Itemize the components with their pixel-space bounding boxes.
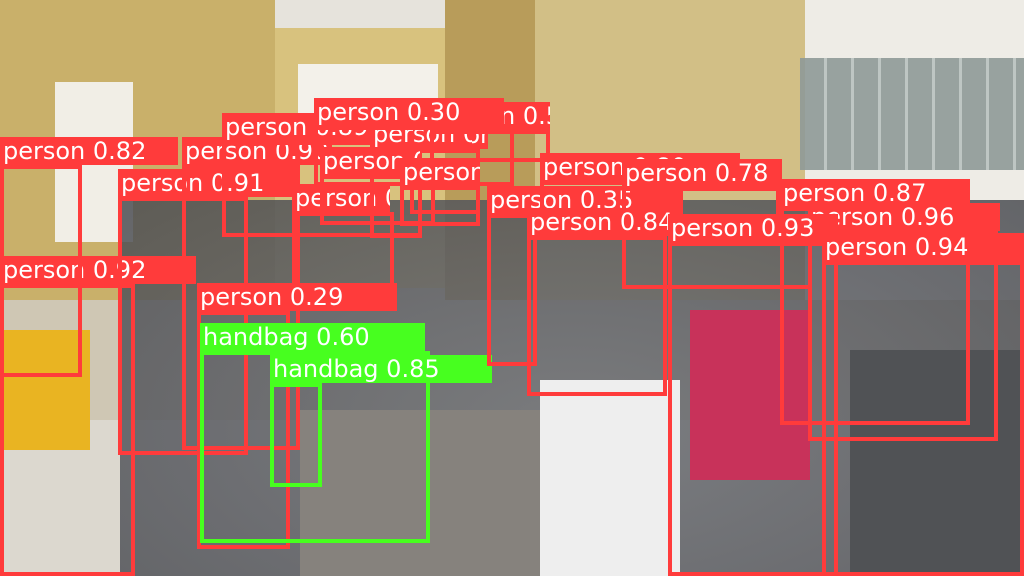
pink-shirt-person [690, 310, 810, 480]
person-bounding-box [0, 165, 82, 377]
person-detection-label: person 0.30 [314, 98, 504, 126]
person-detection-label: person 0.91 [118, 169, 300, 197]
person-bounding-box [320, 175, 435, 225]
person-detection-label: person 0.82 [0, 137, 178, 165]
person-bounding-box [487, 214, 537, 366]
person-detection-label: person 0.87 [780, 179, 970, 207]
person-bounding-box [400, 186, 480, 226]
white-shirt-person [540, 380, 680, 576]
person-bounding-box [527, 236, 667, 396]
person-detection-label: person 0.84 [527, 208, 672, 236]
person-bounding-box [822, 261, 1024, 576]
person-bounding-box [197, 311, 290, 549]
person-detection-label: person 0.78 [622, 159, 782, 187]
handbag-detection-label: handbag 0.85 [270, 355, 492, 383]
yellow-shirt-person [0, 330, 90, 450]
person-bounding-box [430, 130, 550, 162]
ceiling [270, 0, 470, 30]
person-bounding-box [0, 284, 135, 576]
handbag-bounding-box [270, 383, 322, 487]
person-detection-label: person 0.94 [822, 233, 1024, 261]
person-detection-label: person 0.93 [668, 214, 838, 242]
glass-block-window [800, 58, 1024, 170]
person-detection-label: person 0.92 [0, 256, 196, 284]
handbag-bounding-box [200, 351, 430, 543]
person-detection-label: person 0.46 [400, 158, 480, 186]
handbag-detection-label: handbag 0.60 [200, 323, 425, 351]
person-detection-label: person 0.29 [197, 283, 397, 311]
person-bounding-box [668, 242, 838, 576]
